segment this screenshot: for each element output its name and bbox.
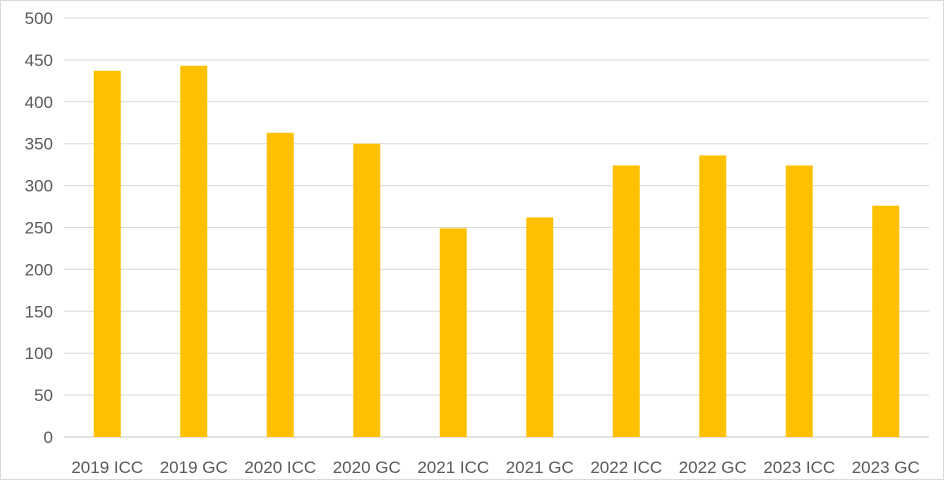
x-category-label: 2021 GC xyxy=(506,458,574,477)
bar xyxy=(785,165,813,437)
y-tick-label: 100 xyxy=(25,344,53,363)
x-category-label: 2019 GC xyxy=(160,458,228,477)
bar xyxy=(266,132,294,437)
y-tick-label: 400 xyxy=(25,93,53,112)
x-category-label: 2021 ICC xyxy=(417,458,489,477)
y-tick-label: 450 xyxy=(25,51,53,70)
bars xyxy=(93,65,900,438)
x-category-label: 2020 ICC xyxy=(244,458,316,477)
bar xyxy=(93,70,121,437)
x-category-label: 2019 ICC xyxy=(71,458,143,477)
bar xyxy=(612,165,640,437)
y-tick-label: 350 xyxy=(25,135,53,154)
bar xyxy=(439,228,467,437)
bar xyxy=(353,143,381,437)
bar xyxy=(699,155,727,437)
y-tick-label: 50 xyxy=(34,386,53,405)
x-category-label: 2023 GC xyxy=(852,458,920,477)
y-tick-label: 300 xyxy=(25,177,53,196)
x-category-label: 2023 ICC xyxy=(763,458,835,477)
bar xyxy=(526,217,554,437)
y-tick-label: 200 xyxy=(25,260,53,279)
x-category-label: 2020 GC xyxy=(333,458,401,477)
x-category-label: 2022 ICC xyxy=(590,458,662,477)
y-axis-tick-labels: 0 50 100 150 200 250 300 350 400 450 500 xyxy=(25,9,53,447)
y-tick-label: 150 xyxy=(25,302,53,321)
x-axis-category-labels: 2019 ICC 2019 GC 2020 ICC 2020 GC 2021 ICC 20… xyxy=(71,458,919,477)
y-tick-label: 250 xyxy=(25,219,53,238)
y-tick-label: 500 xyxy=(25,9,53,28)
gridlines xyxy=(64,17,929,438)
bar xyxy=(872,205,900,437)
y-tick-label: 0 xyxy=(44,428,53,447)
bar xyxy=(180,65,208,438)
x-category-label: 2022 GC xyxy=(679,458,747,477)
